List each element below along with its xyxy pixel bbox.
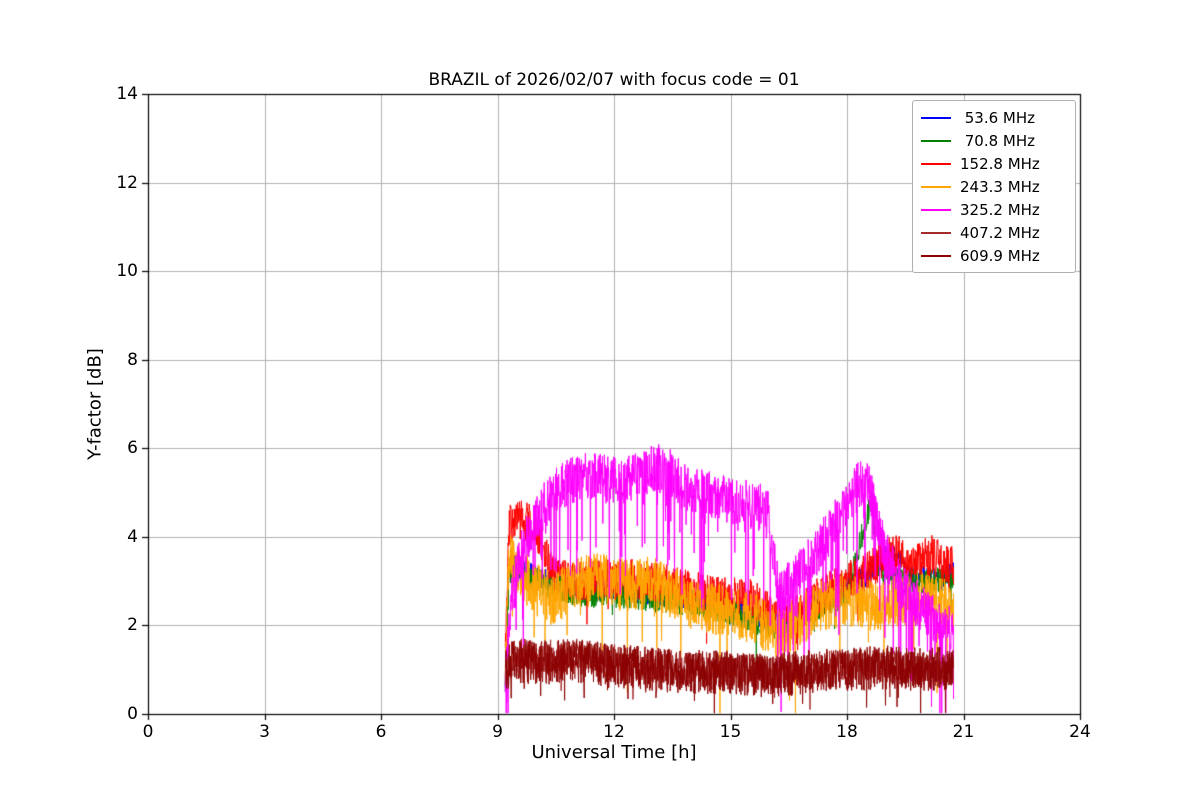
legend-item-243-3-mhz: 243.3 MHz bbox=[921, 175, 1067, 198]
x-axis-label: Universal Time [h] bbox=[531, 742, 697, 763]
legend-line-152-8-mhz bbox=[921, 162, 951, 165]
y-tick-label: 14 bbox=[116, 84, 138, 104]
legend-line-407-2-mhz bbox=[921, 231, 951, 234]
legend-label: 407.2 MHz bbox=[960, 223, 1040, 242]
y-tick-label: 12 bbox=[116, 172, 138, 193]
y-tick-label: 10 bbox=[116, 261, 138, 282]
legend-label: 325.2 MHz bbox=[960, 200, 1040, 219]
legend-label: 152.8 MHz bbox=[960, 154, 1040, 173]
x-tick-label: 9 bbox=[492, 722, 503, 742]
legend-label: 609.9 MHz bbox=[960, 246, 1040, 265]
legend-line-53-6-mhz bbox=[921, 116, 951, 119]
legend: 53.6 MHz 70.8 MHz 152.8 MHz 243.3 MHz 32… bbox=[912, 100, 1076, 273]
legend-label: 243.3 MHz bbox=[960, 177, 1040, 196]
legend-line-70-8-mhz bbox=[921, 139, 951, 142]
x-tick-label: 18 bbox=[836, 722, 858, 742]
legend-item-53-6-mhz: 53.6 MHz bbox=[921, 106, 1067, 129]
x-tick-label: 0 bbox=[142, 722, 154, 742]
x-tick-label: 15 bbox=[719, 722, 742, 742]
x-tick-label: 24 bbox=[1069, 722, 1091, 742]
chart-title: BRAZIL of 2026/02/07 with focus code = 0… bbox=[428, 70, 800, 90]
x-tick-label: 12 bbox=[603, 722, 625, 742]
y-tick-label: 4 bbox=[127, 526, 138, 547]
legend-item-325-2-mhz: 325.2 MHz bbox=[921, 198, 1067, 221]
y-tick-label: 8 bbox=[127, 349, 138, 370]
legend-line-325-2-mhz bbox=[921, 208, 951, 211]
y-axis-label: Y-factor [dB] bbox=[84, 348, 106, 460]
y-tick-label: 0 bbox=[127, 704, 138, 724]
legend-label: 53.6 MHz bbox=[960, 108, 1036, 127]
x-tick-label: 6 bbox=[375, 722, 387, 742]
legend-item-609-9-mhz: 609.9 MHz bbox=[921, 244, 1067, 267]
x-tick-label: 21 bbox=[952, 722, 975, 742]
y-tick-label: 2 bbox=[127, 615, 138, 636]
legend-label: 70.8 MHz bbox=[960, 131, 1036, 150]
legend-item-407-2-mhz: 407.2 MHz bbox=[921, 221, 1067, 244]
y-tick-label: 6 bbox=[127, 438, 138, 459]
legend-item-152-8-mhz: 152.8 MHz bbox=[921, 152, 1067, 175]
legend-line-609-9-mhz bbox=[921, 254, 951, 257]
legend-item-70-8-mhz: 70.8 MHz bbox=[921, 129, 1067, 152]
x-tick-label: 3 bbox=[259, 722, 270, 742]
legend-line-243-3-mhz bbox=[921, 185, 951, 188]
